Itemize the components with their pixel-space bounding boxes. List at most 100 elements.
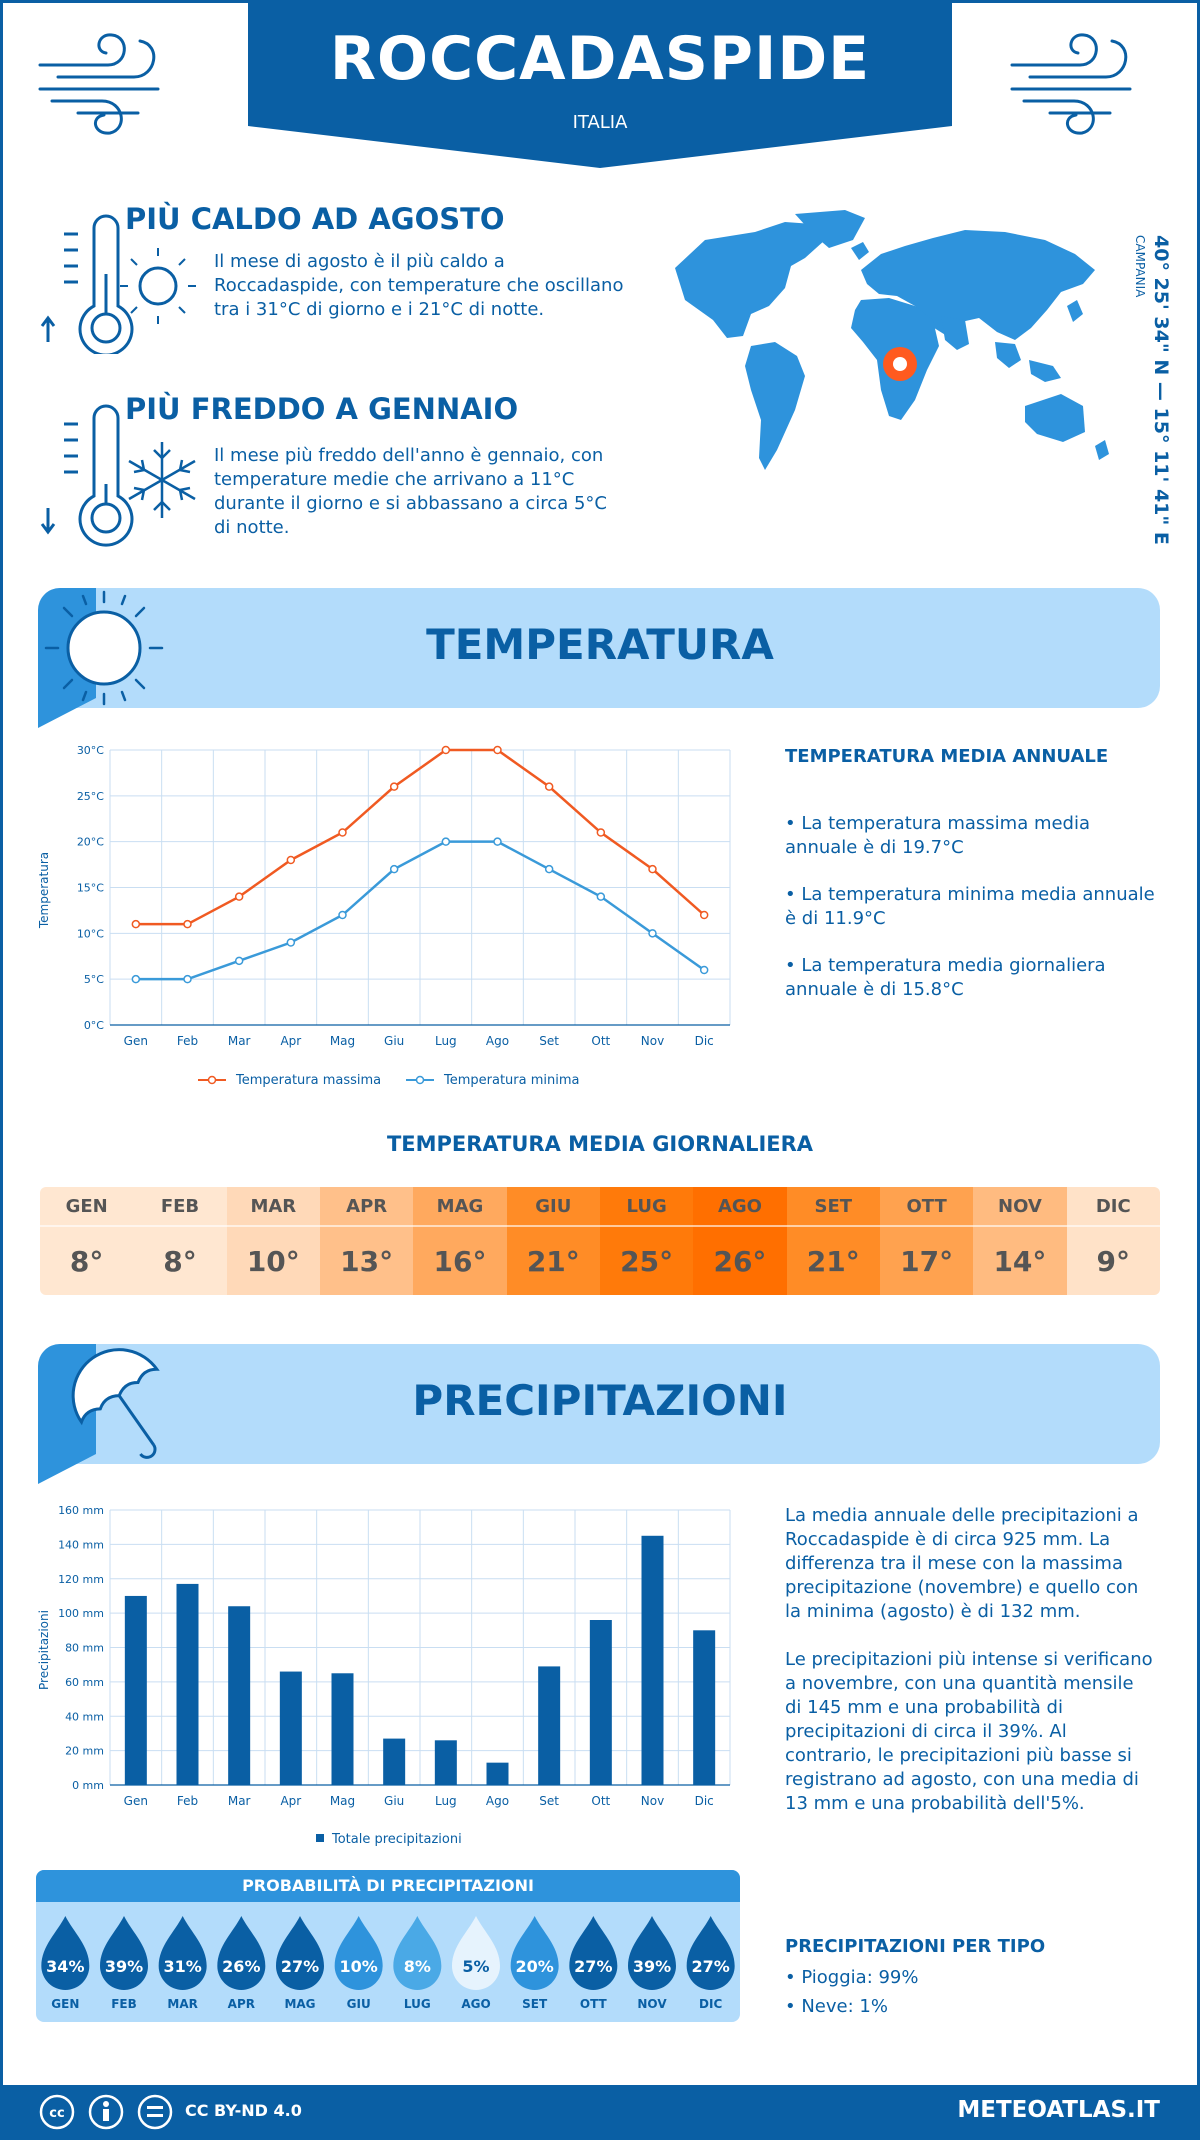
raindrop-icon bbox=[334, 1916, 383, 1990]
probability-value: 27% bbox=[574, 1957, 612, 1976]
temperature-chart: 0°C 5°C 10°C 15°C 20°C 25°C 30°C Gen Feb Mar Apr Ma… bbox=[37, 744, 731, 1088]
probability-value: 34% bbox=[46, 1957, 84, 1976]
probability-month: APR bbox=[228, 1997, 255, 2011]
max-temperature-point bbox=[544, 782, 554, 791]
x-tick-label: Giu bbox=[384, 1034, 404, 1048]
precipitation-bar bbox=[279, 1671, 302, 1785]
probability-month: LUG bbox=[404, 1997, 431, 2011]
daily-month-label: GIU bbox=[535, 1195, 572, 1217]
min-temperature-point bbox=[493, 837, 502, 846]
max-temperature-point bbox=[441, 745, 451, 755]
temperature-banner bbox=[40, 588, 1160, 708]
legend-min-label: Temperatura minima bbox=[443, 1073, 580, 1088]
daily-cell-feb: FEB 8° bbox=[133, 1187, 227, 1295]
x-tick-label: Nov bbox=[641, 1794, 664, 1808]
min-temperature-point bbox=[338, 910, 347, 920]
precipitation-bar bbox=[486, 1762, 509, 1785]
country-label: ITALIA bbox=[572, 112, 628, 133]
cold-line: Il mese più freddo dell'anno è gennaio, … bbox=[214, 445, 604, 466]
temperature-y-label: Temperatura bbox=[37, 852, 51, 929]
min-temperature-point bbox=[699, 965, 709, 975]
probability-value: 27% bbox=[281, 1957, 319, 1976]
y-tick-label: 60 mm bbox=[65, 1676, 104, 1689]
x-tick-label: Mag bbox=[330, 1794, 355, 1808]
daily-cell-ago: AGO 26° bbox=[693, 1187, 787, 1295]
x-tick-label: Set bbox=[539, 1794, 559, 1808]
cold-line: di notte. bbox=[214, 517, 290, 538]
precipitation-title: PRECIPITAZIONI bbox=[412, 1376, 788, 1425]
precipitation-bar bbox=[124, 1595, 147, 1785]
y-tick-label: 160 mm bbox=[58, 1504, 104, 1517]
bullet-line: • La temperatura media giornaliera bbox=[785, 955, 1106, 976]
raindrop-icon bbox=[276, 1916, 324, 1990]
x-tick-label: Giu bbox=[384, 1794, 404, 1808]
probability-value: 20% bbox=[516, 1957, 554, 1976]
x-tick-label: Ott bbox=[591, 1794, 610, 1808]
x-tick-label: Dic bbox=[695, 1034, 714, 1048]
precipitation-paragraph-2: Le precipitazioni più intense si verific… bbox=[785, 1648, 1155, 1816]
daily-month-label: MAR bbox=[250, 1195, 297, 1217]
paragraph-line: precipitazioni di circa il 39%. Al bbox=[785, 1721, 1067, 1742]
probability-value: 26% bbox=[222, 1957, 260, 1976]
probability-month: SET bbox=[522, 1997, 548, 2011]
precipitation-banner bbox=[40, 1344, 1160, 1464]
bullet-line: • La temperatura minima media annuale bbox=[785, 884, 1155, 905]
thermometer-snowflake-icon bbox=[40, 404, 196, 547]
warm-line: tra i 31°C di giorno e i 21°C di notte. bbox=[214, 299, 545, 320]
probability-value: 39% bbox=[105, 1957, 143, 1976]
x-tick-label: Gen bbox=[124, 1034, 148, 1048]
daily-temperature-value: 21° bbox=[786, 1225, 880, 1295]
x-tick-label: Mar bbox=[228, 1034, 251, 1048]
warm-title: PIÙ CALDO AD AGOSTO bbox=[125, 202, 505, 236]
probability-value: 8% bbox=[404, 1957, 431, 1976]
temperature-title: TEMPERATURA bbox=[426, 620, 774, 669]
min-temperature-point bbox=[596, 892, 606, 901]
cold-text: Il mese più freddo dell'anno è gennaio, … bbox=[214, 444, 634, 540]
wind-icon-right bbox=[1010, 33, 1132, 135]
legend-precip-swatch bbox=[316, 1834, 324, 1842]
daily-cell-lug: LUG 25° bbox=[599, 1187, 694, 1295]
probability-title: PROBABILITÀ DI PRECIPITAZIONI bbox=[36, 1870, 740, 1902]
annual-temperature-title: TEMPERATURA MEDIA ANNUALE bbox=[785, 746, 1109, 767]
min-temperature-point bbox=[441, 837, 451, 846]
probability-month: MAG bbox=[284, 1997, 315, 2011]
thermometer-sun-icon bbox=[40, 214, 196, 354]
warm-line: Il mese di agosto è il più caldo a bbox=[214, 251, 505, 272]
max-temperature-point bbox=[338, 828, 347, 837]
x-tick-label: Mar bbox=[228, 1794, 251, 1808]
type-rain: • Pioggia: 99% bbox=[785, 1967, 919, 1988]
y-tick-label: 40 mm bbox=[65, 1710, 104, 1723]
daily-temperature-title: TEMPERATURA MEDIA GIORNALIERA bbox=[386, 1132, 814, 1156]
legend-precip-label: Totale precipitazioni bbox=[331, 1832, 462, 1847]
paragraph-line: precipitazione (novembre) e quello con bbox=[785, 1577, 1139, 1598]
daily-month-label: FEB bbox=[160, 1195, 200, 1217]
max-temperature-line bbox=[135, 748, 705, 926]
x-tick-label: Mag bbox=[330, 1034, 355, 1048]
x-tick-label: Ott bbox=[591, 1034, 610, 1048]
daily-temperature-value: 9° bbox=[1066, 1225, 1160, 1295]
probability-value: 5% bbox=[462, 1957, 489, 1976]
min-temperature-point bbox=[234, 956, 244, 966]
daily-month-label: MAG bbox=[436, 1195, 484, 1217]
daily-temperature-value: 13° bbox=[319, 1225, 414, 1295]
raindrop-icon bbox=[569, 1916, 618, 1990]
probability-value: 39% bbox=[633, 1957, 671, 1976]
cc-icon bbox=[39, 2094, 75, 2130]
legend-max-label: Temperatura massima bbox=[235, 1073, 381, 1088]
raindrop-icon bbox=[158, 1916, 207, 1990]
site-name[interactable]: METEOATLAS.IT bbox=[957, 2097, 1160, 2123]
max-temperature-point bbox=[286, 855, 296, 865]
paragraph-line: Le precipitazioni più intense si verific… bbox=[785, 1649, 1153, 1670]
x-tick-label: Apr bbox=[280, 1034, 301, 1048]
probability-month: MAR bbox=[167, 1997, 197, 2011]
sun-icon bbox=[38, 588, 164, 728]
min-temperature-point bbox=[131, 974, 141, 984]
daily-temperature-value: 21° bbox=[506, 1225, 600, 1295]
precipitation-bar bbox=[693, 1630, 716, 1785]
probability-month: FEB bbox=[111, 1997, 137, 2011]
min-temperature-point bbox=[544, 864, 554, 874]
bullet-line: annuale è di 19.7°C bbox=[785, 837, 964, 858]
max-temperature-point bbox=[183, 919, 192, 929]
daily-cell-nov: NOV 14° bbox=[973, 1187, 1067, 1295]
precipitation-bar bbox=[434, 1740, 457, 1785]
